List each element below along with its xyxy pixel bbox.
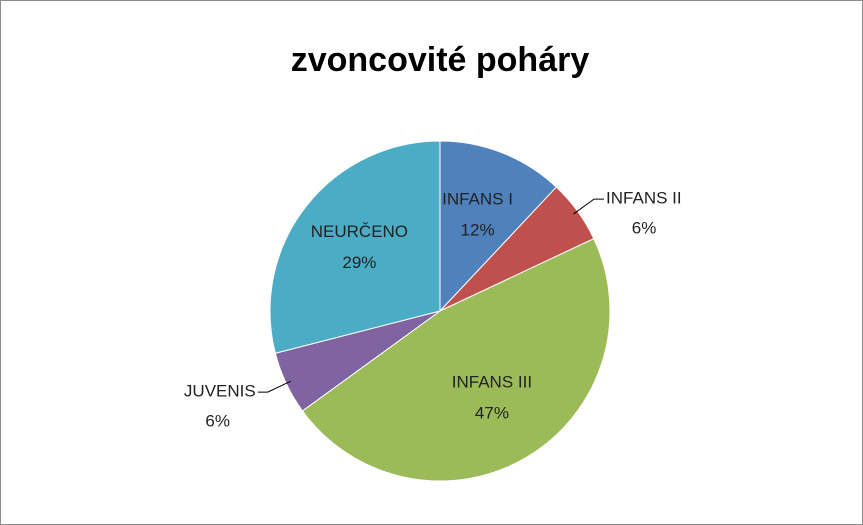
category-label: NEURČENO (311, 222, 408, 241)
pie-slice (301, 237, 611, 482)
value-label: 6% (632, 219, 657, 238)
pie-slice (439, 140, 558, 313)
leader-line (573, 198, 605, 215)
leader-line (257, 380, 292, 393)
value-label: 12% (461, 221, 495, 240)
pie-slice (269, 140, 441, 354)
value-label: 47% (475, 403, 509, 422)
category-label: INFANS I (442, 190, 513, 209)
category-label: JUVENIS (184, 382, 256, 401)
chart-title: zvoncovité poháry (291, 41, 590, 79)
value-label: 29% (342, 253, 376, 272)
value-label: 6% (205, 412, 230, 431)
category-label: INFANS II (606, 189, 682, 208)
category-label: INFANS III (452, 372, 532, 391)
